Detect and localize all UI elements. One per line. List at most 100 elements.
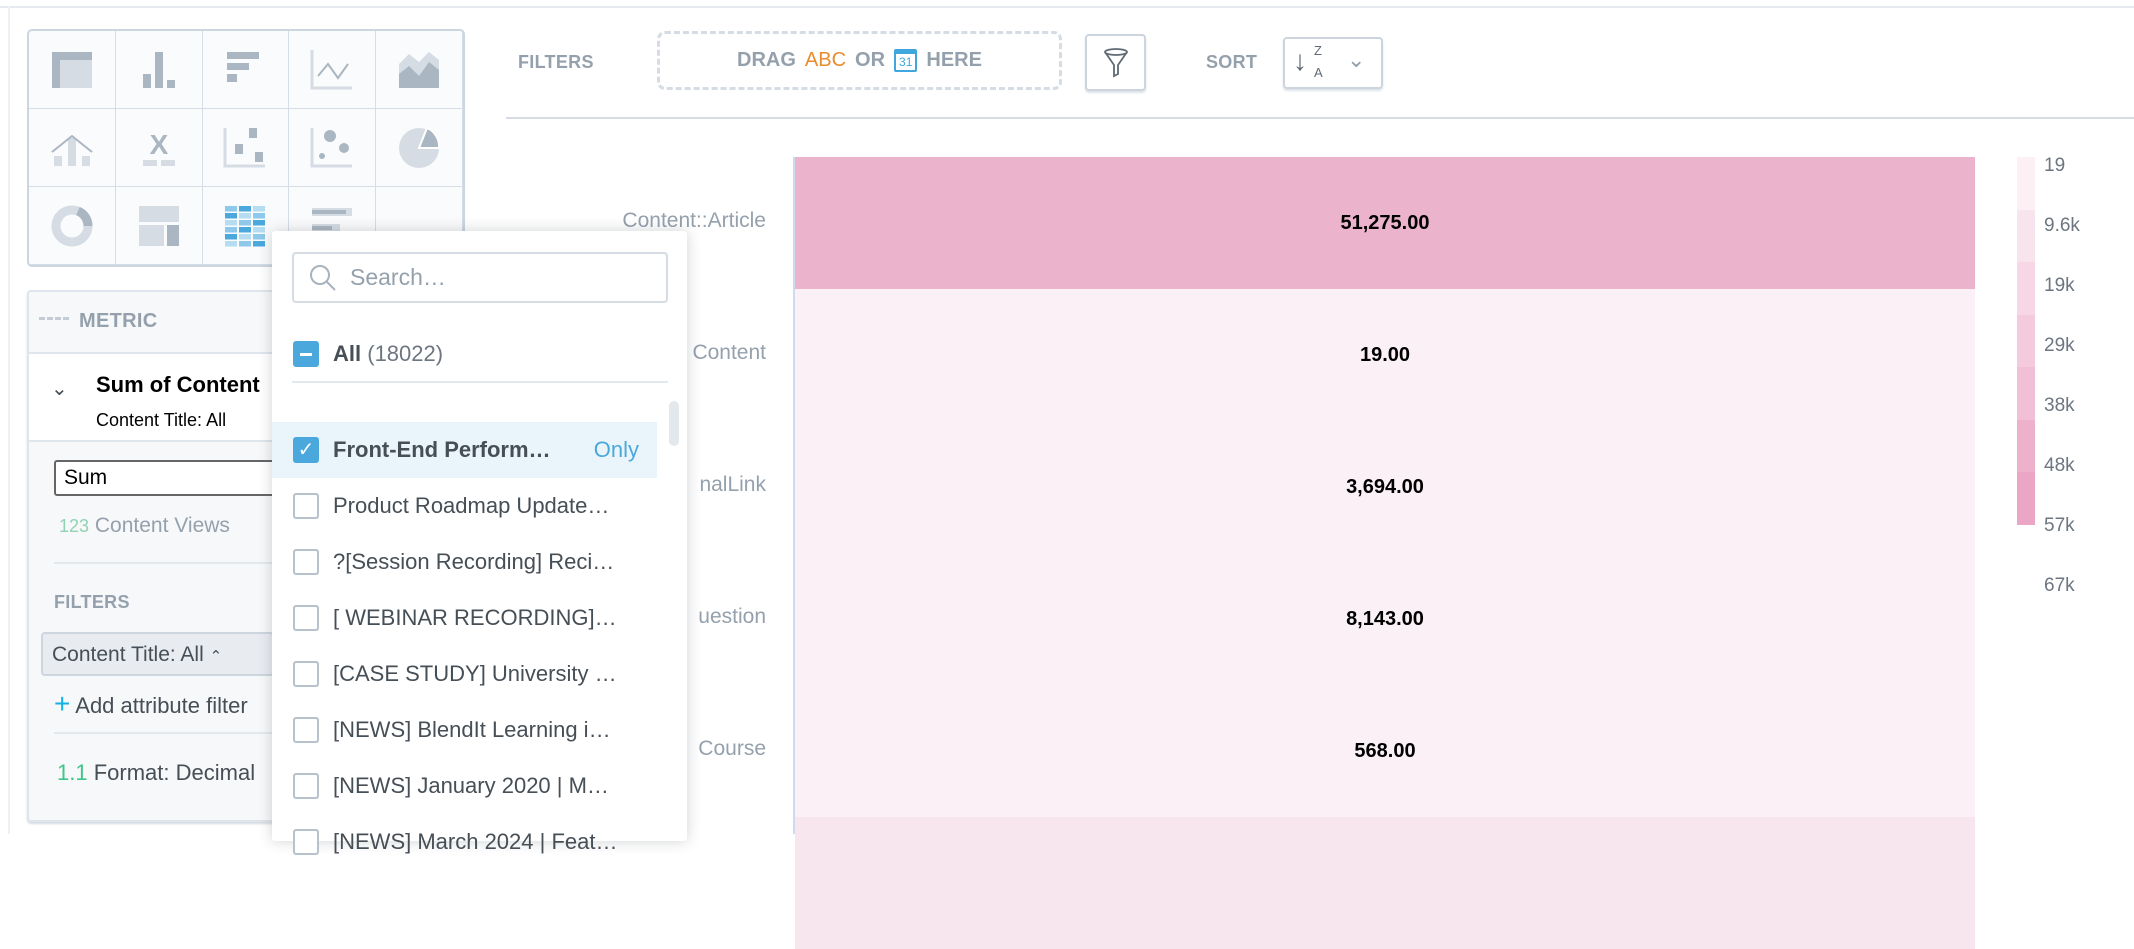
heatmap-cell[interactable]: 568.00 xyxy=(795,685,1975,817)
legend-swatch xyxy=(2017,419,2035,473)
chart-type-heatmap[interactable] xyxy=(202,187,290,265)
option-label: ?[Session Recording] Reci… xyxy=(333,549,615,574)
filter-option[interactable]: [CASE STUDY] University … xyxy=(272,646,657,702)
cell-value: 3,694.00 xyxy=(1346,475,1424,498)
legend-swatch xyxy=(2017,314,2035,368)
heatmap-cell[interactable]: 8,143.00 xyxy=(795,553,1975,685)
attribute-icon: ABC xyxy=(804,49,847,71)
checkbox-icon[interactable] xyxy=(293,829,319,855)
chart-type-area-chart[interactable] xyxy=(376,31,463,109)
option-label: [NEWS] January 2020 | M… xyxy=(333,773,609,798)
filter-option[interactable]: [NEWS] BlendIt Learning i… xyxy=(272,702,657,758)
legend-tick: 19k xyxy=(2044,275,2075,296)
divider xyxy=(292,381,668,383)
legend-swatch xyxy=(2017,209,2035,263)
add-attribute-filter-button[interactable]: + Add attribute filter xyxy=(54,688,248,720)
chevron-down-icon[interactable]: ⌄ xyxy=(51,378,68,400)
chart-type-table[interactable] xyxy=(29,31,116,109)
sort-a: A xyxy=(1314,65,1323,80)
legend-swatch xyxy=(2017,262,2035,315)
area-chart-icon xyxy=(399,51,440,88)
cell-value: 51,275.00 xyxy=(1340,211,1430,234)
format-setting[interactable]: 1.1 Format: Decimal xyxy=(57,760,255,786)
column-chart-icon xyxy=(142,51,175,88)
chart-type-bar-chart[interactable] xyxy=(202,31,290,109)
checked-checkbox-icon[interactable]: ✓ xyxy=(293,437,319,463)
chevron-up-icon: ⌃ xyxy=(209,648,223,665)
filter-drop-zone[interactable]: DRAG ABC OR 31 HERE xyxy=(657,31,1062,90)
row-label: Content xyxy=(692,341,766,364)
line-chart-icon xyxy=(310,49,353,89)
legend-tick: 48k xyxy=(2044,455,2075,476)
chart-type-bubble-chart[interactable] xyxy=(289,109,377,187)
add-filter-label: Add attribute filter xyxy=(75,693,248,718)
option-label: [ WEBINAR RECORDING]… xyxy=(333,605,617,630)
chart-type-combo-chart[interactable] xyxy=(29,109,116,187)
filter-option[interactable]: ✓ Front-End Perform… Only xyxy=(272,422,657,478)
number-icon: 123 xyxy=(59,516,90,536)
chart-type-pie-chart[interactable] xyxy=(376,109,463,187)
aggregation-select[interactable]: Sum xyxy=(54,460,314,496)
checkbox-icon[interactable] xyxy=(293,717,319,743)
cell-value: 568.00 xyxy=(1354,739,1416,762)
all-count: (18022) xyxy=(367,341,444,366)
legend-tick: 9.6k xyxy=(2044,215,2080,236)
scatter-plot-icon xyxy=(223,127,266,167)
chart-type-column-chart[interactable] xyxy=(115,31,203,109)
heatmap-cell[interactable]: 51,275.00 xyxy=(795,157,1975,289)
filter-option[interactable]: Product Roadmap Update… xyxy=(272,478,657,534)
bubble-chart-icon xyxy=(310,127,353,167)
filter-chip-content-title[interactable]: Content Title: All ⌃ xyxy=(41,632,274,676)
combo-chart-icon xyxy=(51,134,93,166)
checkbox-icon[interactable] xyxy=(293,605,319,631)
filter-button[interactable] xyxy=(1085,34,1146,91)
metric-subtitle: Content Title: All xyxy=(96,410,227,430)
sort-label: SORT xyxy=(1206,52,1258,72)
option-label: [NEWS] March 2024 | Feat… xyxy=(333,829,618,854)
heatmap-cell[interactable]: 19.00 xyxy=(795,289,1975,421)
heatmap-cell[interactable] xyxy=(795,817,1975,949)
filter-chip-label: Content Title: All xyxy=(52,643,204,666)
filter-option[interactable]: [NEWS] January 2020 | M… xyxy=(272,758,657,814)
scrollbar[interactable] xyxy=(669,401,679,446)
plus-icon: + xyxy=(54,688,71,719)
only-button[interactable]: Only xyxy=(593,437,639,462)
select-all-checkbox[interactable]: All (18022) xyxy=(272,326,657,382)
treemap-icon xyxy=(138,205,179,246)
legend-swatch xyxy=(2017,157,2035,210)
drag-handle-icon[interactable] xyxy=(39,317,69,320)
chart-type-line-chart[interactable] xyxy=(289,31,377,109)
bar-chart-icon xyxy=(227,51,260,82)
chart-type-picker: X xyxy=(27,29,465,267)
chart-type-scatter-plot[interactable] xyxy=(202,109,290,187)
filters-bar-label: FILTERS xyxy=(518,52,594,72)
divider xyxy=(54,562,454,564)
checkbox-icon[interactable] xyxy=(293,773,319,799)
svg-text:X: X xyxy=(149,129,168,160)
chevron-down-icon: ⌄ xyxy=(1347,47,1366,72)
legend-tick: 29k xyxy=(2044,335,2075,356)
toolbar-divider xyxy=(506,117,2134,119)
chart-type-treemap[interactable] xyxy=(115,187,203,265)
y-axis-line xyxy=(793,157,795,834)
donut-chart-icon xyxy=(51,205,93,246)
search-input[interactable]: Search… xyxy=(292,252,668,303)
attribute-filter-dropdown: Search… All (18022) ✓ Front-End Perform… O… xyxy=(272,231,687,855)
indeterminate-checkbox-icon xyxy=(293,341,319,367)
top-border xyxy=(0,6,2134,8)
sort-dropdown[interactable]: ↓ Z A ⌄ xyxy=(1283,37,1383,89)
heatmap-cell[interactable]: 3,694.00 xyxy=(795,421,1975,553)
legend-tick: 38k xyxy=(2044,395,2075,416)
chart-type-donut-chart[interactable] xyxy=(29,187,116,265)
chart-type-headline[interactable]: X xyxy=(115,109,203,187)
checkbox-icon[interactable] xyxy=(293,493,319,519)
option-label: [NEWS] BlendIt Learning i… xyxy=(333,717,611,742)
checkbox-icon[interactable] xyxy=(293,661,319,687)
checkbox-icon[interactable] xyxy=(293,549,319,575)
filter-option[interactable]: ?[Session Recording] Reci… xyxy=(272,534,657,590)
cell-value: 8,143.00 xyxy=(1346,607,1424,630)
decimal-icon: 1.1 xyxy=(57,760,88,785)
pie-chart-icon xyxy=(399,126,441,168)
filter-option[interactable]: [NEWS] March 2024 | Feat… xyxy=(272,814,657,870)
filter-option[interactable]: [ WEBINAR RECORDING]… xyxy=(272,590,657,646)
